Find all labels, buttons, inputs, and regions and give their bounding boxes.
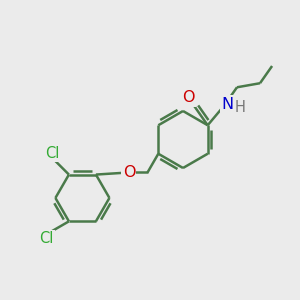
Text: Cl: Cl (39, 231, 54, 246)
Text: O: O (123, 165, 135, 180)
Text: O: O (182, 90, 195, 105)
Text: Cl: Cl (45, 146, 59, 161)
Text: H: H (234, 100, 245, 115)
Text: N: N (222, 97, 234, 112)
